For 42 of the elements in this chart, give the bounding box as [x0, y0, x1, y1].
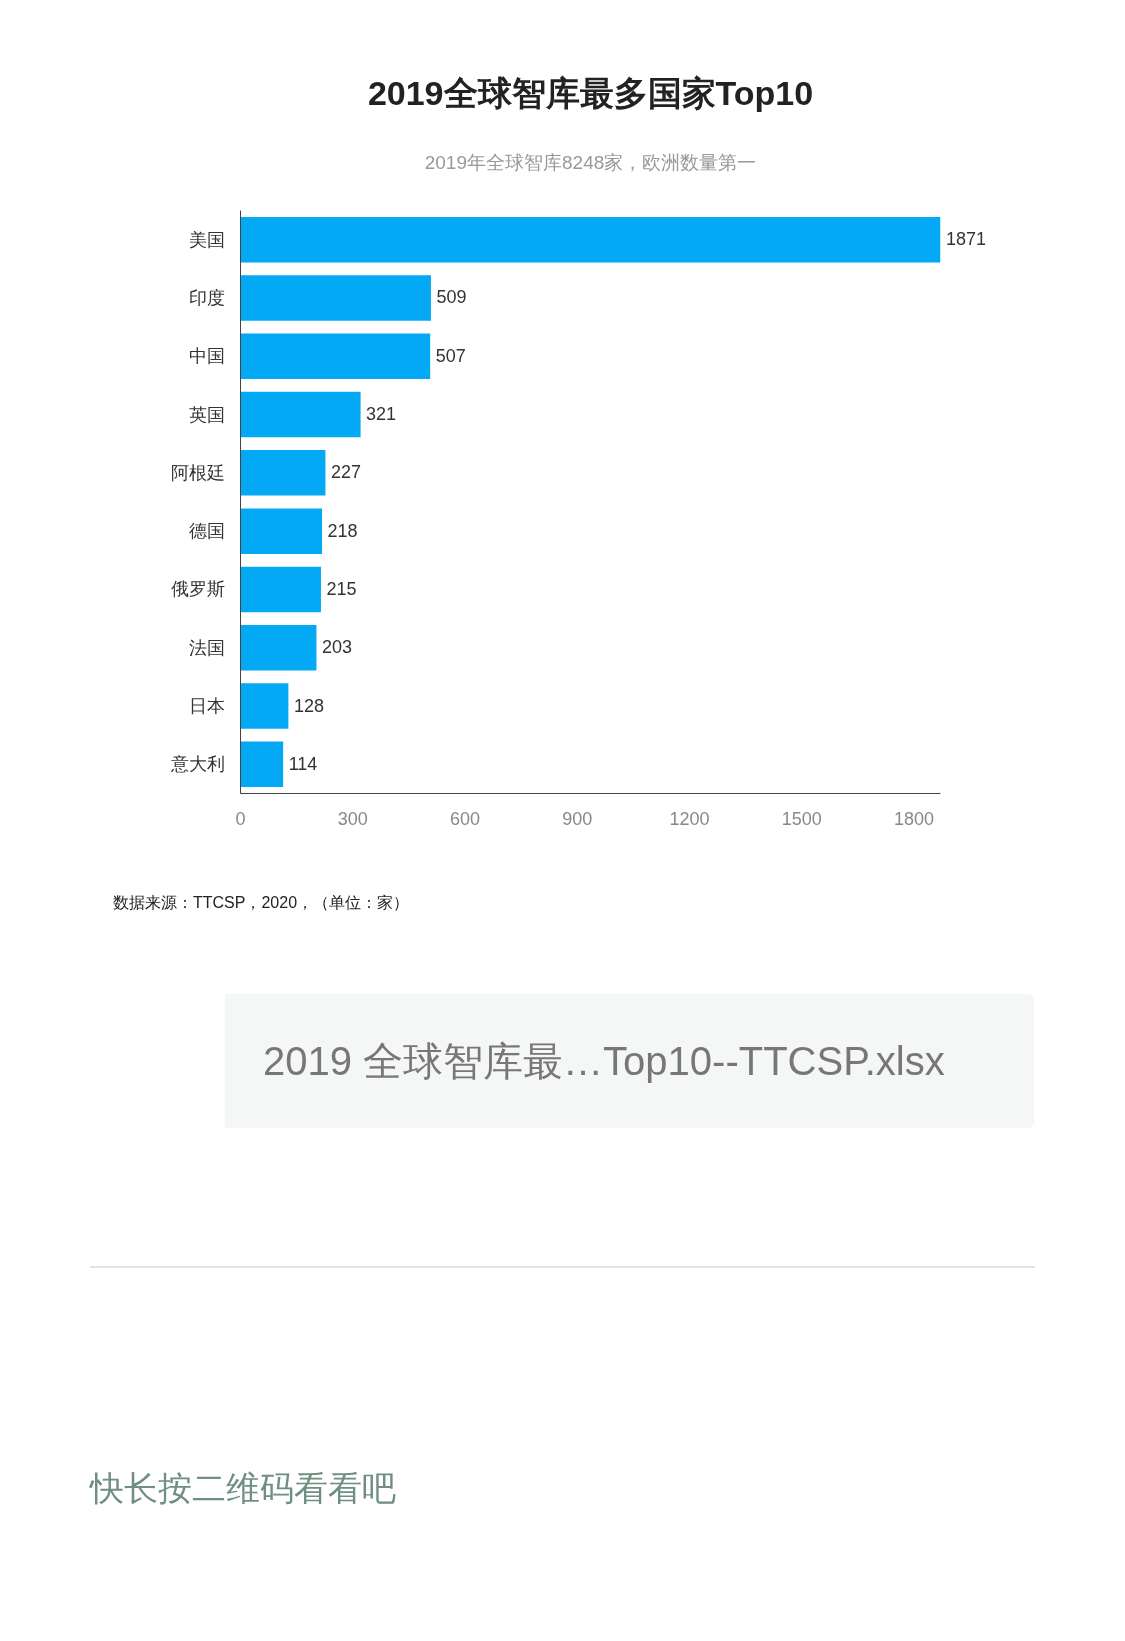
x-tick-label: 1500	[781, 808, 822, 829]
data-label: 509	[436, 286, 467, 308]
y-tick-label: 中国	[188, 346, 225, 367]
bar	[240, 566, 321, 613]
data-label: 1871	[946, 228, 987, 250]
bar	[240, 333, 431, 379]
bar	[240, 625, 317, 671]
x-tick-label: 300	[337, 808, 368, 829]
x-tick-label: 1800	[893, 808, 934, 829]
data-label: 128	[293, 695, 324, 717]
y-tick-label: 日本	[188, 696, 225, 717]
y-tick-label: 美国	[188, 229, 225, 250]
text: 2019 全球智库最…Top10--TTCSP.xlsx	[225, 994, 1034, 1128]
data-label: 114	[288, 753, 318, 775]
x-tick-label: 1200	[669, 808, 710, 829]
y-tick-label: 意大利	[169, 754, 225, 775]
bar	[240, 450, 326, 496]
y-tick-label: 印度	[188, 287, 225, 308]
data-label: 227	[330, 461, 361, 483]
y-tick-label: 德国	[188, 521, 225, 542]
bar	[240, 741, 284, 788]
data-label: 215	[326, 578, 357, 600]
y-tick-label: 英国	[188, 404, 225, 425]
bar	[240, 391, 361, 438]
data-label: 507	[435, 345, 466, 367]
x-tick-label: 0	[235, 808, 246, 829]
source-note: 数据来源：TTCSP，2020，（单位：家）	[113, 893, 411, 913]
text: 快长按二维码看看吧	[90, 1468, 396, 1509]
bar	[240, 508, 323, 554]
data-label: 218	[327, 520, 358, 542]
bar	[240, 275, 431, 321]
y-tick-label: 法国	[188, 637, 225, 658]
chart-title: 2019全球智库最多国家Top10	[367, 73, 814, 112]
chart-subtitle: 2019年全球智库8248家，欧洲数量第一	[424, 151, 757, 173]
bar	[240, 683, 289, 729]
x-tick-label: 900	[562, 808, 593, 829]
data-label: 321	[366, 403, 397, 425]
y-tick-label: 俄罗斯	[170, 579, 225, 600]
bar	[240, 216, 941, 263]
y-tick-label: 阿根廷	[170, 462, 225, 483]
x-tick-label: 600	[449, 808, 481, 829]
data-label: 203	[321, 636, 352, 658]
